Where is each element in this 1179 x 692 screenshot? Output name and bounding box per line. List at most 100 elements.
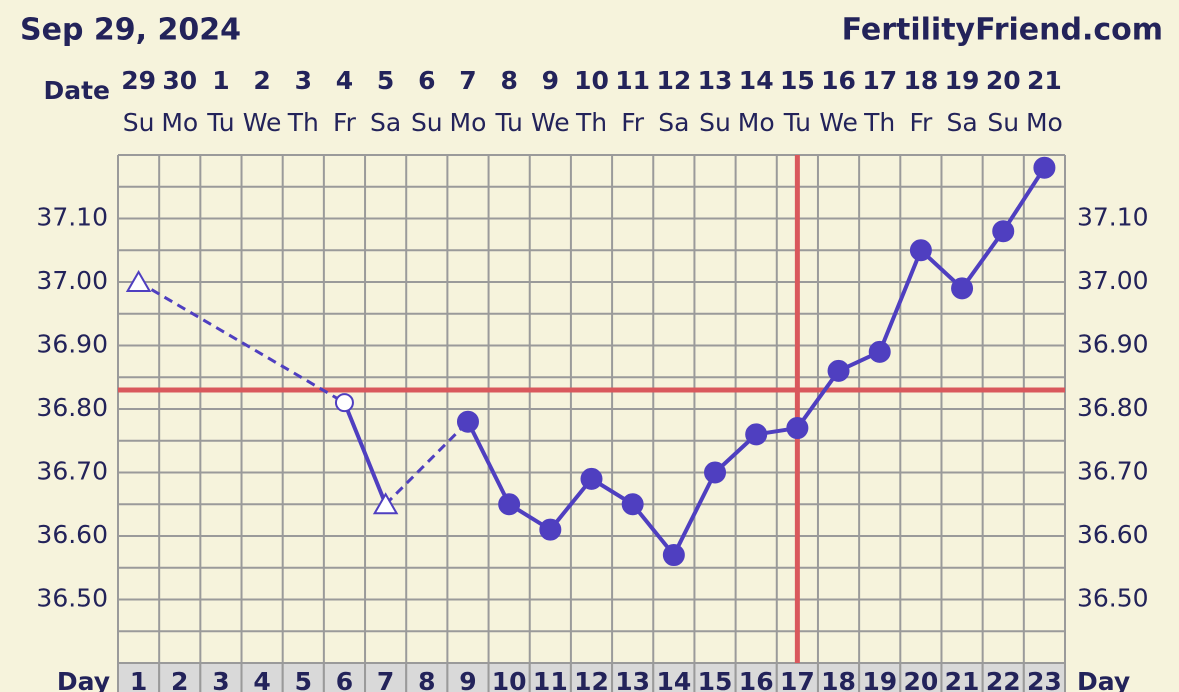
point — [580, 467, 603, 490]
y-tick-label: 37.10 — [36, 203, 108, 232]
date-number: 17 — [862, 66, 897, 95]
weekday: Sa — [658, 108, 689, 137]
day-number: 9 — [459, 667, 476, 692]
weekday: Tu — [206, 108, 234, 137]
y-tick-label: 36.60 — [36, 520, 108, 549]
day-number: 12 — [574, 667, 609, 692]
day-number: 14 — [656, 667, 691, 692]
point — [786, 417, 809, 440]
y-tick-label: 36.80 — [1077, 393, 1149, 422]
line-segment — [384, 420, 470, 506]
date-number: 14 — [739, 66, 774, 95]
day-number: 19 — [862, 667, 897, 692]
day-number: 7 — [377, 667, 394, 692]
point — [539, 518, 562, 541]
y-tick-label: 37.00 — [1077, 266, 1149, 295]
point — [498, 493, 521, 516]
day-cell — [281, 662, 325, 692]
y-tick-label: 36.50 — [36, 584, 108, 613]
day-number: 21 — [945, 667, 980, 692]
date-number: 29 — [121, 66, 156, 95]
weekday: Mo — [161, 108, 198, 137]
day-cell — [611, 662, 655, 692]
line-segment — [877, 249, 923, 353]
date-number: 10 — [574, 66, 609, 95]
weekday: Sa — [946, 108, 977, 137]
day-number: 16 — [739, 667, 774, 692]
point — [951, 277, 974, 300]
weekday: Fr — [909, 108, 933, 137]
point — [662, 544, 685, 567]
point — [909, 239, 932, 262]
date-number: 2 — [253, 66, 270, 95]
weekday: We — [243, 108, 282, 137]
day-number: 17 — [780, 667, 815, 692]
day-number: 22 — [986, 667, 1021, 692]
day-cell — [487, 662, 531, 692]
weekday: Mo — [450, 108, 487, 137]
line-segment — [960, 230, 1005, 290]
day-number: 23 — [1027, 667, 1062, 692]
y-tick-label: 36.90 — [1077, 330, 1149, 359]
weekday: We — [819, 108, 858, 137]
day-label: Day — [1077, 667, 1130, 692]
day-number: 10 — [492, 667, 527, 692]
day-number: 1 — [130, 667, 147, 692]
line-segment — [672, 471, 717, 556]
weekday: Su — [699, 108, 731, 137]
date-number: 6 — [418, 66, 435, 95]
open-point — [334, 393, 354, 413]
date-number: 7 — [459, 66, 476, 95]
point — [1033, 156, 1056, 179]
day-cell — [199, 662, 243, 692]
date-number: 3 — [295, 66, 312, 95]
day-cell — [652, 662, 696, 692]
point — [745, 423, 768, 446]
y-tick-label: 36.60 — [1077, 520, 1149, 549]
date-label: Date — [43, 76, 110, 105]
day-number: 20 — [903, 667, 938, 692]
date-number: 11 — [615, 66, 650, 95]
day-number: 5 — [295, 667, 312, 692]
day-number: 15 — [698, 667, 733, 692]
day-number: 13 — [615, 667, 650, 692]
day-cell — [446, 662, 490, 692]
weekday: Th — [863, 108, 895, 137]
triangle-point — [125, 270, 152, 292]
weekday: Th — [575, 108, 607, 137]
weekday: Su — [987, 108, 1019, 137]
day-number: 18 — [821, 667, 856, 692]
weekday: We — [531, 108, 570, 137]
date-number: 15 — [780, 66, 815, 95]
date-number: 4 — [336, 66, 353, 95]
weekday: Mo — [738, 108, 775, 137]
weekday: Mo — [1026, 108, 1063, 137]
day-number: 4 — [253, 667, 270, 692]
weekday: Fr — [333, 108, 357, 137]
date-number: 19 — [945, 66, 980, 95]
date-number: 13 — [698, 66, 733, 95]
point — [704, 461, 727, 484]
chart-title: Sep 29, 2024 — [20, 13, 241, 48]
site-name: FertilityFriend.com — [842, 13, 1163, 48]
point — [621, 493, 644, 516]
weekday: Sa — [370, 108, 401, 137]
date-number: 5 — [377, 66, 394, 95]
day-number: 3 — [212, 667, 229, 692]
weekday: Su — [411, 108, 443, 137]
weekday: Tu — [494, 108, 522, 137]
line-segment — [795, 369, 841, 430]
day-label: Day — [57, 667, 110, 692]
y-tick-label: 36.50 — [1077, 584, 1149, 613]
day-cell — [117, 662, 161, 692]
day-cell — [528, 662, 572, 692]
weekday: Su — [123, 108, 155, 137]
date-number: 1 — [212, 66, 229, 95]
triangle-point — [372, 492, 399, 515]
point — [456, 410, 479, 433]
day-number: 6 — [336, 667, 353, 692]
point — [868, 340, 891, 363]
y-tick-label: 36.70 — [36, 457, 108, 486]
